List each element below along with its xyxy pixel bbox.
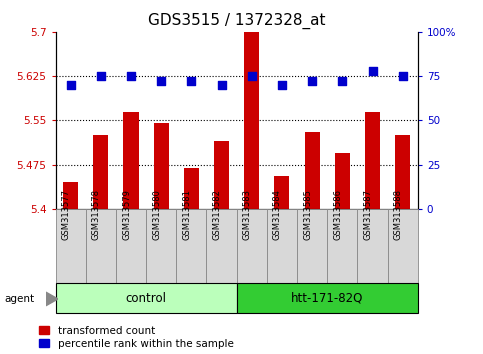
Text: GSM313587: GSM313587 [364,189,372,240]
Bar [365,112,380,209]
Bar [327,209,357,283]
Bar [305,132,320,209]
Text: GSM313585: GSM313585 [303,189,312,240]
Bar [176,209,207,283]
Text: GSM313583: GSM313583 [243,189,252,240]
Text: GSM313581: GSM313581 [183,189,191,240]
Text: GSM313586: GSM313586 [333,189,342,240]
Bar [237,209,267,283]
Bar [184,167,199,209]
Point [308,79,316,84]
Point [278,82,286,88]
Legend: transformed count, percentile rank within the sample: transformed count, percentile rank withi… [39,326,234,349]
Point [248,73,256,79]
Bar [63,182,78,209]
Bar [357,209,388,283]
Point [218,82,226,88]
Text: GSM313580: GSM313580 [152,189,161,240]
Text: GSM313584: GSM313584 [273,189,282,240]
Bar [93,135,108,209]
Bar [395,135,410,209]
Point [67,82,74,88]
Point [157,79,165,84]
Bar [335,153,350,209]
Text: GSM313577: GSM313577 [62,189,71,240]
Bar [267,209,297,283]
Text: htt-171-82Q: htt-171-82Q [291,292,363,305]
Bar [86,209,116,283]
Bar [244,32,259,209]
Bar [214,141,229,209]
Bar [56,283,237,313]
Bar [124,112,139,209]
Text: GSM313588: GSM313588 [394,189,403,240]
Bar [154,123,169,209]
Point [399,73,407,79]
Bar [274,176,289,209]
Text: control: control [126,292,167,305]
Polygon shape [46,292,58,306]
Text: agent: agent [5,294,35,304]
Bar [297,209,327,283]
Text: GSM313582: GSM313582 [213,189,222,240]
Text: GDS3515 / 1372328_at: GDS3515 / 1372328_at [148,12,326,29]
Bar [388,209,418,283]
Bar [56,209,86,283]
Bar [146,209,176,283]
Text: GSM313578: GSM313578 [92,189,101,240]
Bar [116,209,146,283]
Text: GSM313579: GSM313579 [122,189,131,240]
Bar [237,283,418,313]
Point [369,68,376,74]
Point [127,73,135,79]
Point [187,79,195,84]
Point [339,79,346,84]
Point [97,73,105,79]
Bar [207,209,237,283]
